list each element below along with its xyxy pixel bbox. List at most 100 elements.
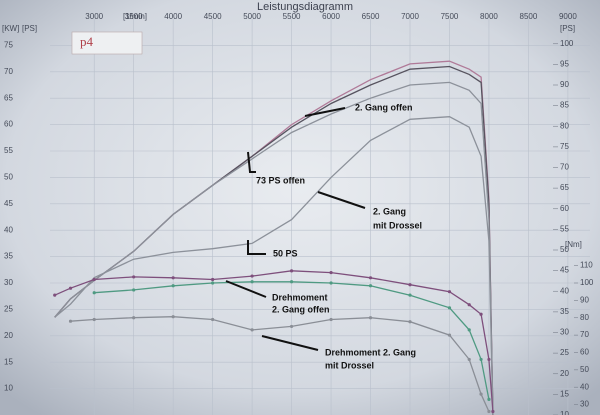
series-marker: [467, 328, 471, 332]
y2-tick-label: 90: [560, 80, 569, 89]
series-marker: [68, 286, 73, 290]
y-tick-label: 20: [4, 331, 13, 340]
series-marker: [447, 306, 452, 310]
y-tick-label: 30: [4, 278, 13, 287]
annotations: [225, 107, 366, 351]
y2-tick-label: 95: [560, 59, 569, 68]
y2-axis-label-left: [PS]: [22, 24, 37, 33]
y-tick-label: 65: [4, 93, 13, 102]
series-marker: [479, 312, 483, 316]
annotation: mit Drossel: [373, 220, 422, 230]
annotation: Drehmoment 2. Gang: [325, 347, 416, 357]
y-tick-label: 55: [4, 146, 13, 155]
y-tick-label: 25: [4, 305, 13, 314]
series-marker: [92, 277, 96, 282]
series-marker: [132, 288, 136, 292]
y2-tick-label: 35: [560, 307, 569, 316]
y3-tick-label: 30: [580, 400, 589, 409]
series-marker: [487, 409, 491, 414]
x-tick-label: 4000: [164, 12, 182, 21]
y3-tick-label: 40: [580, 382, 589, 391]
series-marker: [408, 293, 412, 297]
series-marker: [329, 281, 333, 285]
series-marker: [92, 317, 96, 322]
annotation: 2. Gang: [373, 206, 406, 216]
series-marker: [408, 320, 412, 324]
y-tick-label: 35: [4, 252, 13, 261]
y2-tick-label: 50: [560, 245, 569, 254]
series-marker: [211, 281, 215, 285]
y2-tick-label: 20: [560, 369, 569, 378]
y2-tick-label: 40: [560, 286, 569, 295]
x-tick-label: 5500: [283, 12, 301, 21]
series-marker: [250, 274, 254, 278]
y2-tick-label: 65: [560, 183, 569, 192]
y2-tick-label: 100: [560, 39, 574, 48]
x-tick-label: 7500: [441, 12, 459, 21]
series-line: [54, 81, 494, 415]
annotation: mit Drossel: [325, 360, 374, 370]
annotation: 2. Gang offen: [355, 102, 413, 112]
series-marker: [467, 357, 471, 362]
series-marker: [289, 280, 294, 284]
y-axis-label: [KW]: [2, 24, 19, 33]
series-marker: [211, 317, 215, 322]
chart-title: Leistungsdiagramm: [257, 1, 353, 13]
x-tick-label: 9000: [559, 12, 577, 21]
y3-tick-label: 60: [580, 348, 589, 357]
leader: [261, 335, 319, 351]
x-tick-label: 3000: [85, 12, 103, 21]
series-marker: [92, 291, 96, 295]
y-tick-label: 50: [4, 173, 13, 182]
x-tick-label: 8500: [520, 12, 538, 21]
y2-axis-label: [PS]: [560, 24, 575, 33]
series-marker: [289, 269, 294, 273]
series-marker: [487, 357, 491, 362]
y3-tick-label: 100: [580, 278, 594, 287]
series-marker: [171, 284, 175, 288]
series-line: [54, 116, 494, 415]
y2-tick-label: 55: [560, 224, 569, 233]
series-marker: [329, 270, 333, 275]
series-marker: [447, 333, 452, 337]
y2-tick-label: 70: [560, 163, 569, 172]
x-axis-label: [1/min]: [123, 12, 147, 21]
y-tick-label: 10: [4, 384, 13, 393]
leader: [247, 240, 266, 255]
logo-box: [71, 31, 143, 55]
series-marker: [408, 283, 412, 287]
leader: [317, 191, 366, 209]
y3-tick-label: 50: [580, 365, 589, 374]
y-tick-label: 15: [4, 357, 13, 366]
series-marker: [447, 290, 452, 294]
y3-tick-label: 90: [580, 295, 589, 304]
series-line: [54, 270, 494, 412]
y2-tick-label: 85: [560, 101, 569, 110]
y3-axis-label: [Nm]: [565, 240, 582, 249]
y2-tick-label: 45: [560, 266, 569, 275]
series-marker: [467, 303, 471, 307]
x-tick-label: 6000: [322, 12, 340, 21]
series-marker: [368, 276, 373, 280]
y-tick-label: 75: [4, 41, 13, 50]
series-marker: [250, 328, 254, 332]
y2-tick-label: 15: [560, 389, 569, 398]
series-marker: [289, 324, 294, 329]
series-marker: [329, 317, 333, 322]
x-tick-label: 6500: [362, 12, 380, 21]
leader: [225, 280, 267, 298]
leader: [247, 151, 256, 173]
series-marker: [368, 284, 373, 288]
y3-tick-label: 110: [580, 261, 593, 270]
y-tick-label: 40: [4, 225, 13, 234]
series-marker: [132, 275, 136, 279]
series-marker: [132, 316, 136, 320]
series-marker: [479, 357, 483, 362]
annotation: Drehmoment: [272, 292, 328, 302]
logo: p4: [80, 34, 94, 49]
series-line: [70, 316, 490, 412]
annotation: 50 PS: [273, 248, 298, 258]
